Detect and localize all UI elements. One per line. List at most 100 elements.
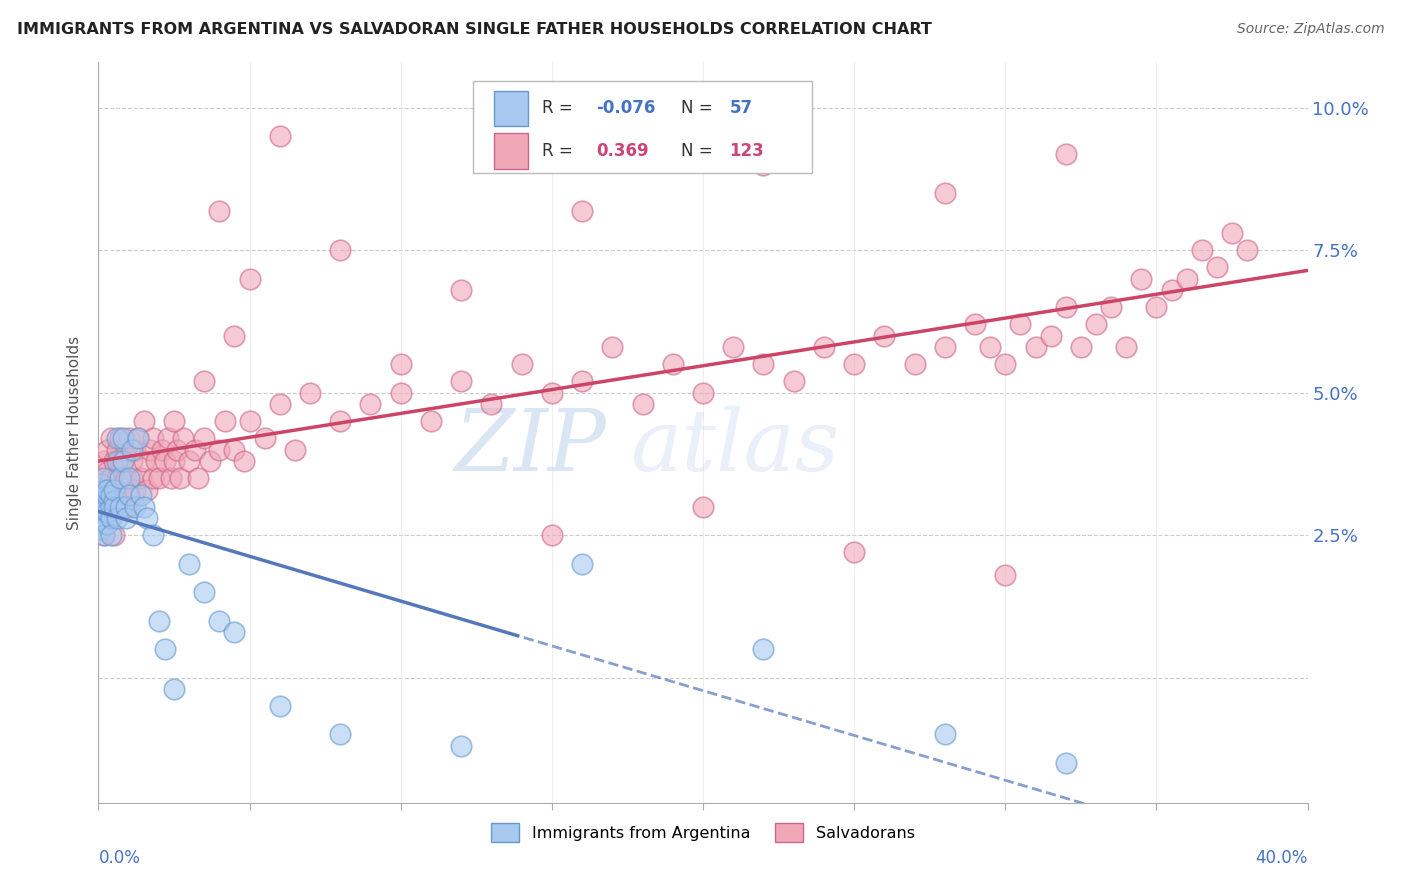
- Point: [90, 500, 112, 514]
- Point: [93, 511, 115, 525]
- Text: 0.369: 0.369: [596, 142, 650, 160]
- Point: [1070, 340, 1092, 354]
- Point: [118, 471, 141, 485]
- Text: N =: N =: [682, 142, 718, 160]
- Point: [105, 500, 128, 514]
- Point: [631, 397, 654, 411]
- Point: [1010, 318, 1032, 332]
- Point: [540, 528, 562, 542]
- Point: [1175, 272, 1198, 286]
- Point: [105, 511, 128, 525]
- Point: [1144, 301, 1167, 315]
- Point: [111, 431, 134, 445]
- Point: [90, 488, 112, 502]
- Text: ZIP: ZIP: [454, 406, 606, 489]
- Point: [111, 454, 134, 468]
- Point: [114, 442, 136, 457]
- Point: [145, 454, 167, 468]
- Point: [142, 431, 165, 445]
- Point: [163, 414, 186, 428]
- Point: [994, 357, 1017, 371]
- Point: [114, 471, 136, 485]
- Point: [100, 528, 122, 542]
- Point: [90, 511, 112, 525]
- Point: [934, 186, 956, 201]
- Point: [239, 414, 262, 428]
- Point: [934, 340, 956, 354]
- Point: [132, 500, 155, 514]
- Point: [420, 414, 443, 428]
- Point: [108, 500, 131, 514]
- Point: [193, 431, 215, 445]
- Point: [179, 454, 201, 468]
- Bar: [494, 133, 527, 169]
- Point: [100, 488, 122, 502]
- Point: [103, 494, 125, 508]
- Point: [96, 500, 118, 514]
- Point: [103, 483, 125, 497]
- Point: [193, 375, 215, 389]
- Point: [360, 397, 382, 411]
- Point: [1115, 340, 1137, 354]
- Point: [100, 471, 122, 485]
- Point: [1220, 227, 1243, 241]
- Point: [179, 557, 201, 571]
- Point: [118, 500, 141, 514]
- Text: -0.076: -0.076: [596, 100, 657, 118]
- Point: [661, 357, 683, 371]
- Point: [163, 454, 186, 468]
- Text: 57: 57: [730, 100, 752, 118]
- Point: [1130, 272, 1153, 286]
- Point: [1039, 328, 1062, 343]
- Point: [510, 357, 533, 371]
- Point: [1099, 301, 1122, 315]
- Text: N =: N =: [682, 100, 718, 118]
- Point: [114, 500, 136, 514]
- Point: [121, 442, 143, 457]
- Point: [114, 511, 136, 525]
- Point: [389, 385, 412, 400]
- Point: [121, 454, 143, 468]
- Point: [153, 454, 176, 468]
- Point: [269, 698, 291, 713]
- Point: [224, 442, 246, 457]
- Point: [571, 375, 593, 389]
- Point: [90, 471, 112, 485]
- Point: [96, 442, 118, 457]
- Point: [329, 727, 352, 741]
- Point: [208, 614, 231, 628]
- Point: [111, 454, 134, 468]
- Point: [813, 340, 835, 354]
- Point: [169, 471, 191, 485]
- Point: [187, 471, 209, 485]
- Point: [214, 414, 236, 428]
- Point: [148, 614, 170, 628]
- Point: [208, 442, 231, 457]
- Point: [93, 505, 115, 519]
- Point: [93, 528, 115, 542]
- Point: [783, 375, 806, 389]
- Point: [1160, 283, 1182, 297]
- Point: [108, 431, 131, 445]
- Point: [873, 328, 896, 343]
- Point: [100, 511, 122, 525]
- Point: [103, 454, 125, 468]
- Point: [100, 500, 122, 514]
- Text: Source: ZipAtlas.com: Source: ZipAtlas.com: [1237, 22, 1385, 37]
- Point: [135, 483, 157, 497]
- Bar: [494, 91, 527, 127]
- FancyBboxPatch shape: [474, 81, 811, 173]
- Point: [284, 442, 307, 457]
- Point: [96, 505, 118, 519]
- Point: [232, 454, 254, 468]
- Point: [723, 340, 745, 354]
- Point: [844, 545, 866, 559]
- Point: [93, 454, 115, 468]
- Point: [752, 642, 775, 657]
- Y-axis label: Single Father Households: Single Father Households: [67, 335, 83, 530]
- Point: [124, 483, 146, 497]
- Point: [96, 466, 118, 480]
- Point: [692, 500, 714, 514]
- Text: 40.0%: 40.0%: [1256, 848, 1308, 867]
- Point: [111, 500, 134, 514]
